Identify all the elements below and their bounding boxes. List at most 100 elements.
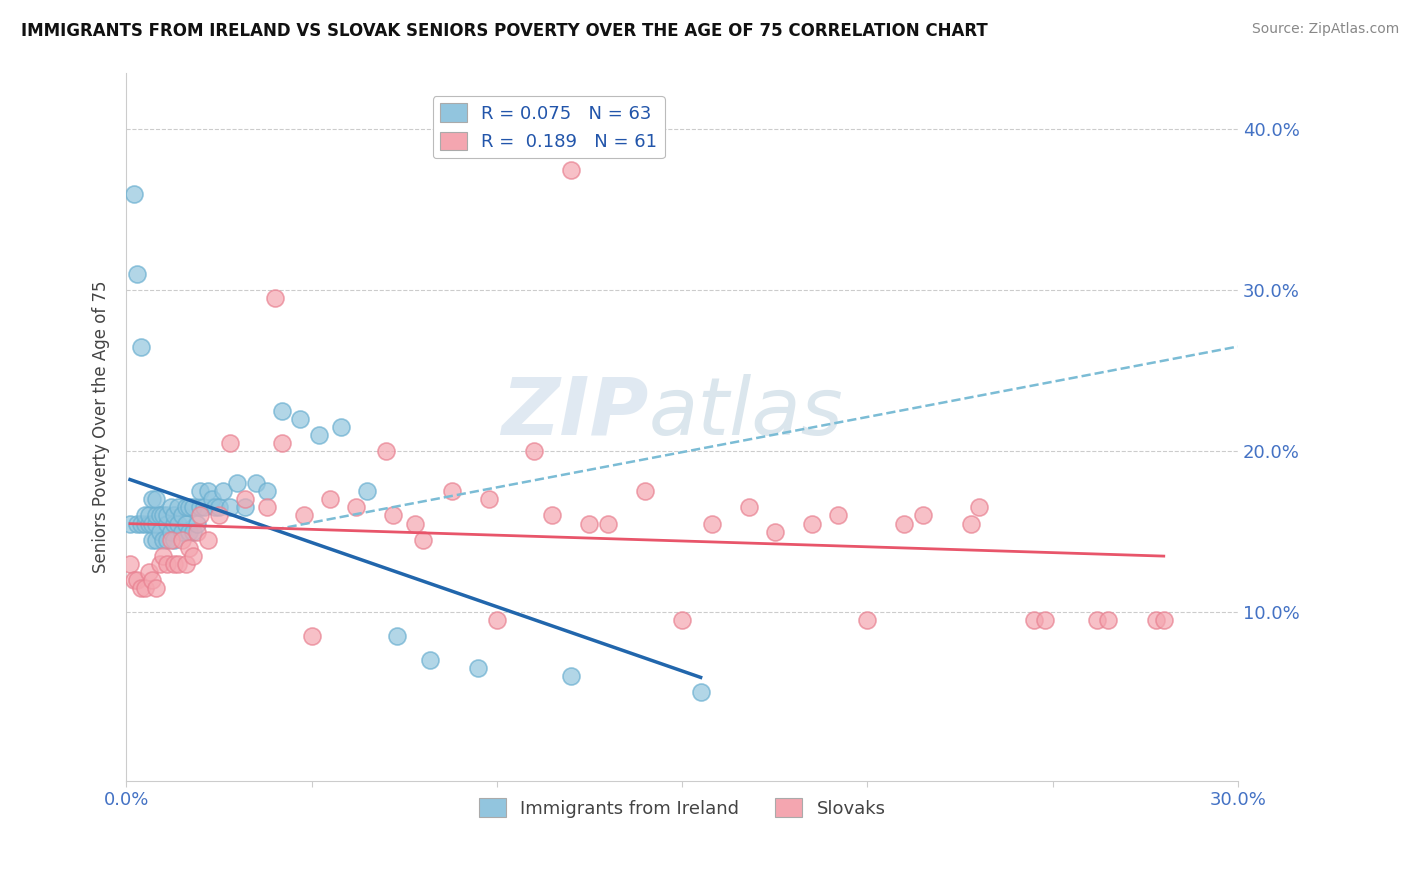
Point bbox=[256, 484, 278, 499]
Point bbox=[145, 581, 167, 595]
Point bbox=[127, 573, 149, 587]
Point bbox=[118, 516, 141, 531]
Point bbox=[179, 500, 201, 515]
Point bbox=[134, 508, 156, 523]
Point bbox=[263, 291, 285, 305]
Point bbox=[374, 444, 396, 458]
Point bbox=[1085, 613, 1108, 627]
Point bbox=[156, 533, 179, 547]
Point bbox=[159, 533, 181, 547]
Point bbox=[145, 492, 167, 507]
Point bbox=[960, 516, 983, 531]
Point bbox=[134, 516, 156, 531]
Point bbox=[163, 508, 186, 523]
Point bbox=[141, 573, 163, 587]
Point bbox=[560, 669, 582, 683]
Point bbox=[152, 549, 174, 563]
Point bbox=[233, 500, 256, 515]
Point bbox=[159, 524, 181, 539]
Point bbox=[412, 533, 434, 547]
Point bbox=[893, 516, 915, 531]
Point bbox=[467, 661, 489, 675]
Point bbox=[134, 581, 156, 595]
Point bbox=[181, 549, 204, 563]
Point bbox=[170, 533, 193, 547]
Point bbox=[145, 508, 167, 523]
Point bbox=[827, 508, 849, 523]
Point bbox=[159, 500, 181, 515]
Point bbox=[138, 508, 160, 523]
Point bbox=[145, 516, 167, 531]
Point bbox=[671, 613, 693, 627]
Point bbox=[204, 500, 226, 515]
Point bbox=[141, 533, 163, 547]
Point bbox=[141, 492, 163, 507]
Point bbox=[181, 524, 204, 539]
Point bbox=[208, 500, 231, 515]
Point bbox=[301, 629, 323, 643]
Point bbox=[419, 653, 441, 667]
Point bbox=[245, 476, 267, 491]
Text: atlas: atlas bbox=[648, 374, 844, 452]
Point bbox=[356, 484, 378, 499]
Point bbox=[156, 508, 179, 523]
Point bbox=[911, 508, 934, 523]
Point bbox=[596, 516, 619, 531]
Point bbox=[290, 412, 312, 426]
Point bbox=[193, 500, 215, 515]
Point bbox=[186, 516, 208, 531]
Point bbox=[967, 500, 990, 515]
Point bbox=[167, 557, 190, 571]
Point bbox=[156, 557, 179, 571]
Point bbox=[1097, 613, 1119, 627]
Point bbox=[404, 516, 426, 531]
Point bbox=[127, 516, 149, 531]
Point bbox=[197, 533, 219, 547]
Point bbox=[800, 516, 823, 531]
Point bbox=[186, 524, 208, 539]
Text: ZIP: ZIP bbox=[502, 374, 648, 452]
Point bbox=[1022, 613, 1045, 627]
Point bbox=[179, 541, 201, 555]
Point bbox=[208, 508, 231, 523]
Point bbox=[1033, 613, 1056, 627]
Point bbox=[122, 186, 145, 201]
Point bbox=[856, 613, 879, 627]
Point bbox=[1153, 613, 1175, 627]
Point bbox=[385, 629, 408, 643]
Point bbox=[156, 516, 179, 531]
Point bbox=[190, 500, 212, 515]
Point bbox=[167, 516, 190, 531]
Point bbox=[179, 524, 201, 539]
Point bbox=[149, 524, 172, 539]
Point bbox=[738, 500, 761, 515]
Point bbox=[138, 516, 160, 531]
Point bbox=[233, 492, 256, 507]
Text: IMMIGRANTS FROM IRELAND VS SLOVAK SENIORS POVERTY OVER THE AGE OF 75 CORRELATION: IMMIGRANTS FROM IRELAND VS SLOVAK SENIOR… bbox=[21, 22, 988, 40]
Point bbox=[190, 484, 212, 499]
Point bbox=[200, 492, 222, 507]
Point bbox=[382, 508, 405, 523]
Point bbox=[211, 484, 233, 499]
Point bbox=[219, 436, 242, 450]
Point bbox=[689, 685, 711, 699]
Point bbox=[174, 500, 197, 515]
Point bbox=[308, 428, 330, 442]
Point bbox=[292, 508, 315, 523]
Point bbox=[441, 484, 464, 499]
Point bbox=[541, 508, 564, 523]
Point bbox=[271, 436, 294, 450]
Point bbox=[152, 508, 174, 523]
Point bbox=[271, 404, 294, 418]
Point bbox=[141, 516, 163, 531]
Point bbox=[163, 533, 186, 547]
Point bbox=[560, 162, 582, 177]
Point bbox=[256, 500, 278, 515]
Point bbox=[129, 339, 152, 353]
Point bbox=[163, 557, 186, 571]
Legend: Immigrants from Ireland, Slovaks: Immigrants from Ireland, Slovaks bbox=[471, 791, 893, 825]
Point bbox=[174, 557, 197, 571]
Point bbox=[344, 500, 367, 515]
Point bbox=[700, 516, 723, 531]
Point bbox=[170, 508, 193, 523]
